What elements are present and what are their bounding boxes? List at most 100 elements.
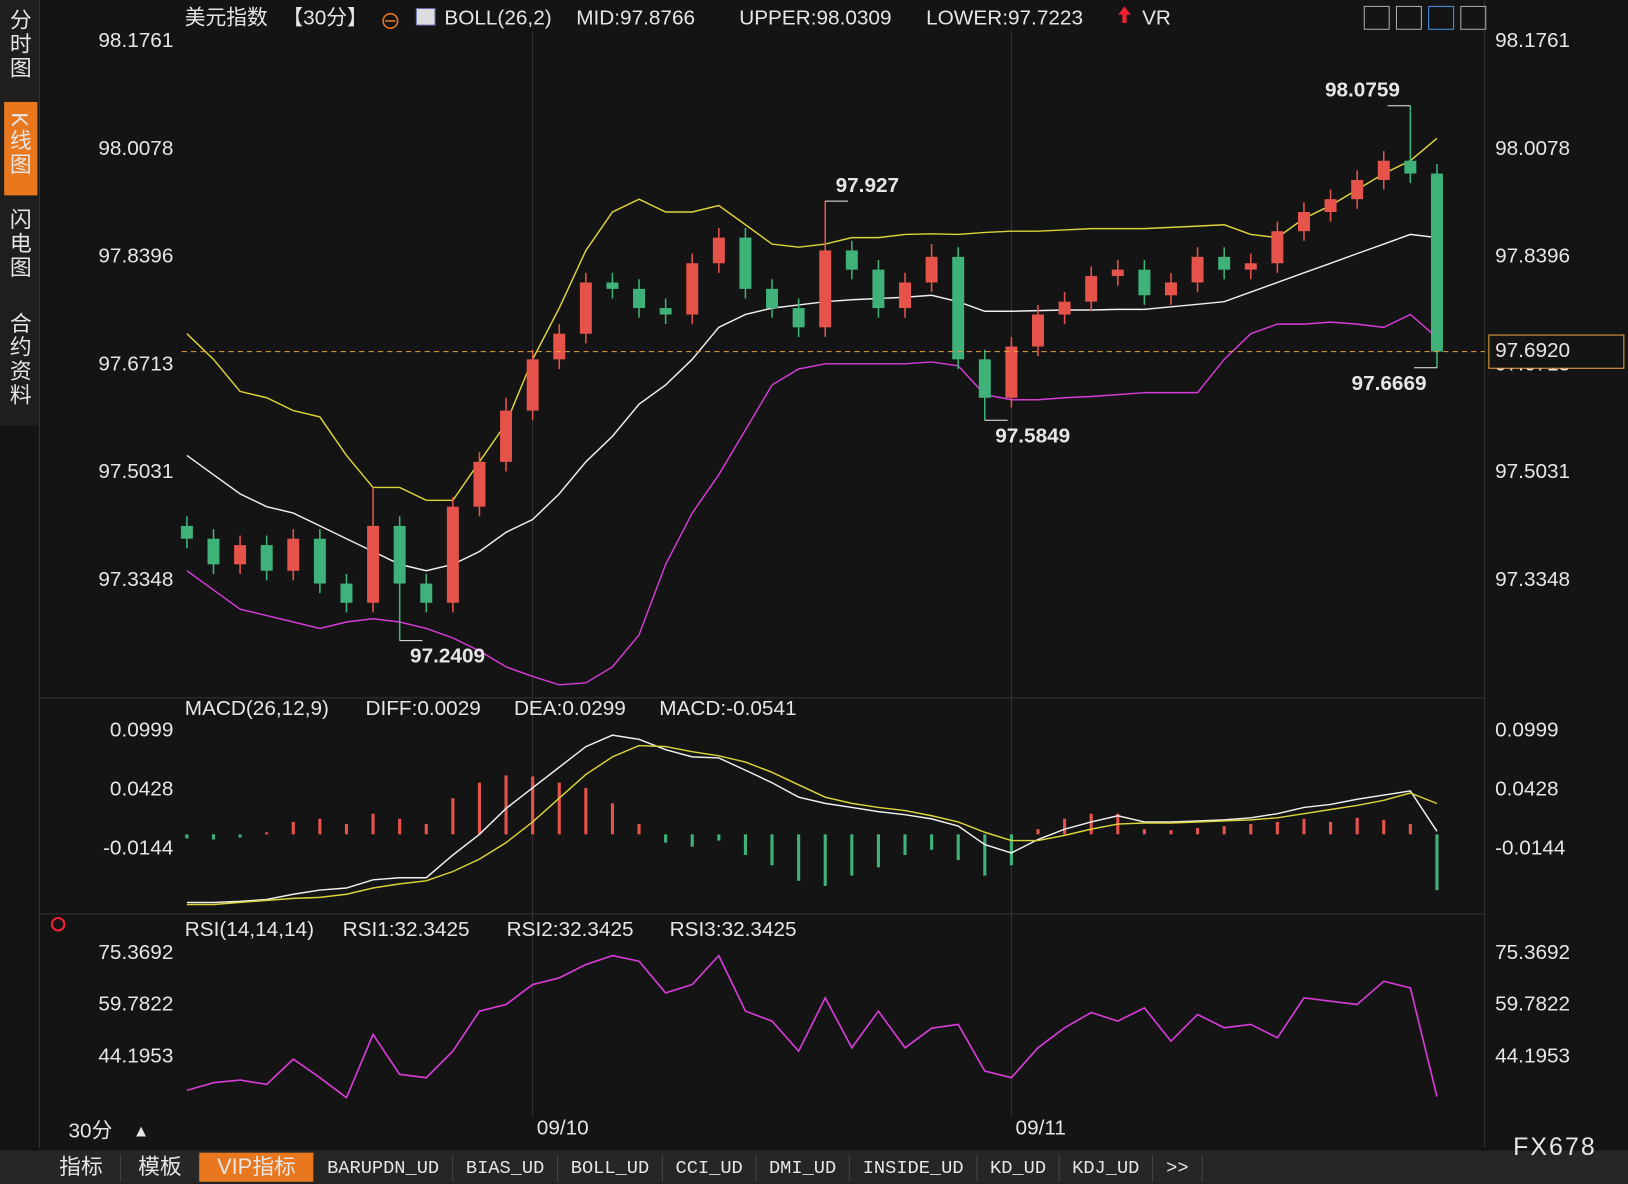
arrow-icon [1118, 6, 1131, 24]
candle-body [1138, 269, 1151, 296]
x-tick-label: 09/10 [537, 1116, 589, 1139]
candle-body [287, 538, 300, 571]
y-tick-label-right: 59.7822 [1495, 993, 1570, 1016]
y-tick-label: 75.3692 [98, 941, 173, 964]
candle-body [207, 538, 220, 565]
sidebar-item[interactable]: 闪电图 [7, 208, 32, 280]
y-tick-label: 97.8396 [98, 245, 173, 268]
indicator-title: RSI(14,14,14) [185, 918, 314, 941]
rsi-line [186, 954, 1438, 1099]
macd-line [186, 744, 1438, 906]
candle-body [819, 250, 832, 328]
tab[interactable]: CCI_UD [676, 1157, 743, 1179]
tab[interactable]: >> [1166, 1157, 1188, 1179]
candle-body [1377, 160, 1390, 180]
candle-body [952, 256, 965, 360]
legend-entry: MACD:-0.0541 [659, 697, 796, 720]
extreme-label: 97.927 [836, 174, 899, 197]
zoom-icon[interactable] [382, 12, 399, 30]
tab-active [199, 1152, 314, 1182]
candle-body [1351, 179, 1364, 200]
toolbar-icons [1363, 5, 1487, 30]
candle-body [1297, 211, 1310, 232]
legend-entry: RSI2:32.3425 [507, 918, 634, 941]
tool-icon[interactable] [1460, 5, 1487, 30]
tool-icon[interactable] [1395, 5, 1422, 30]
candle-body [978, 359, 991, 398]
legend-entry: DIFF:0.0029 [365, 697, 480, 720]
tab[interactable]: BIAS_UD [466, 1157, 544, 1179]
extreme-label: 97.6669 [1352, 372, 1427, 395]
period-label: 【30分】 [282, 6, 367, 29]
instrument-title: 美元指数 [185, 6, 268, 29]
tab[interactable]: DMI_UD [769, 1157, 836, 1179]
y-tick-label-right: 97.5031 [1495, 460, 1570, 483]
candle-body [925, 256, 938, 283]
y-tick-label-right: -0.0144 [1495, 837, 1565, 860]
tool-icon[interactable] [1428, 5, 1455, 30]
candle-body [180, 525, 193, 539]
macd-line [186, 734, 1438, 904]
tab[interactable]: INSIDE_UD [863, 1157, 964, 1179]
period-arrow[interactable]: ▲ [133, 1121, 149, 1140]
watermark: FX678 [1513, 1133, 1597, 1161]
candle-body [367, 525, 380, 603]
extreme-label: 98.0759 [1325, 79, 1400, 102]
tab[interactable]: KDJ_UD [1072, 1157, 1139, 1179]
candle-body [420, 583, 433, 603]
y-tick-label: 59.7822 [98, 993, 173, 1016]
candle-body [1324, 199, 1337, 212]
candle-body [500, 410, 513, 462]
extreme-label: 97.5849 [995, 424, 1070, 447]
candle-body [1111, 269, 1124, 277]
candle-body [1404, 160, 1417, 174]
extreme-label: 97.2409 [410, 645, 485, 668]
sidebar-item[interactable]: 分时图 [7, 8, 32, 80]
y-tick-label: 44.1953 [98, 1045, 173, 1068]
candle-body [1165, 282, 1177, 296]
rsi-icon[interactable] [50, 916, 66, 932]
last-price-box [1488, 334, 1625, 369]
indicator-icon[interactable] [415, 7, 436, 26]
candle-body [739, 237, 752, 289]
candle-body [1191, 256, 1204, 283]
candle-body [1218, 256, 1231, 270]
x-tick-label: 09/11 [1016, 1116, 1066, 1139]
candle-body [526, 359, 539, 411]
sidebar-active [4, 101, 38, 196]
candle-body [1244, 263, 1257, 270]
legend-entry: MID:97.8766 [576, 6, 695, 29]
legend-entry: LOWER:97.7223 [926, 6, 1083, 29]
candle-body [712, 237, 725, 264]
y-tick-label-right: 98.0078 [1495, 137, 1570, 160]
tab[interactable]: KD_UD [990, 1157, 1046, 1179]
y-tick-label-right: 75.3692 [1495, 941, 1570, 964]
tab[interactable]: BARUPDN_UD [327, 1157, 439, 1179]
tab[interactable]: BOLL_UD [571, 1157, 649, 1179]
boll-line [186, 313, 1438, 686]
y-tick-label: 97.3348 [98, 568, 173, 591]
legend-entry: RSI1:32.3425 [343, 918, 470, 941]
tab[interactable]: 指标 [59, 1154, 103, 1179]
sidebar [0, 0, 40, 426]
period-selector[interactable]: 30分 [69, 1119, 113, 1142]
candle-body [1032, 314, 1044, 347]
sidebar-item[interactable]: K线图 [7, 112, 32, 176]
candle-body [899, 282, 911, 309]
y-tick-label: 97.6713 [98, 352, 173, 375]
candle-body [766, 288, 779, 309]
tool-icon[interactable] [1363, 5, 1390, 30]
candle-body [872, 269, 885, 309]
y-tick-label-right: 0.0428 [1495, 778, 1558, 801]
y-tick-label: 97.5031 [98, 460, 173, 483]
indicator-title: MACD(26,12,9) [185, 697, 329, 720]
tab[interactable]: VIP指标 [217, 1154, 296, 1179]
tab[interactable]: 模板 [138, 1154, 182, 1179]
legend-entry: RSI3:32.3425 [670, 918, 797, 941]
candle-body [234, 545, 247, 565]
candle-body [579, 282, 592, 334]
boll-line [186, 137, 1438, 502]
y-tick-label: 98.1761 [98, 29, 173, 52]
candle-body [260, 545, 273, 571]
sidebar-item[interactable]: 合约资料 [7, 312, 32, 408]
